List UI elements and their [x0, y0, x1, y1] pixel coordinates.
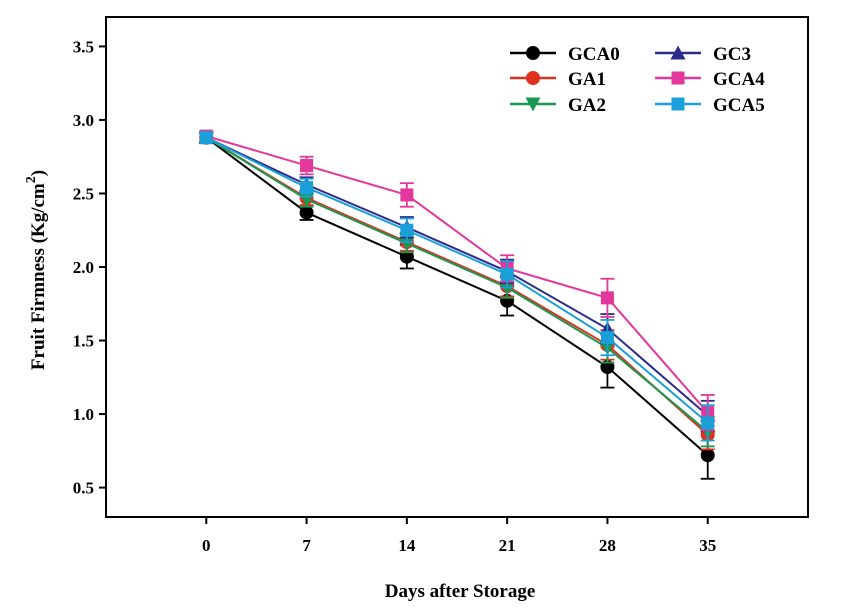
legend: GCA0 GA1 GA2 GC3 GCA4 GCA5	[510, 44, 765, 116]
legend-label: GCA4	[713, 69, 765, 90]
y-axis: 0.5 1.0 1.5 2.0 2.5 3.0 3.5	[73, 37, 106, 498]
plot-border	[105, 16, 809, 518]
legend-label: GCA5	[713, 95, 765, 116]
legend-label: GA2	[568, 95, 606, 116]
legend-marker	[525, 97, 541, 112]
data-point	[399, 236, 415, 251]
legend-item-ga2: GA2	[510, 95, 606, 116]
y-axis-title-close: )	[28, 170, 49, 176]
series-line	[205, 136, 709, 433]
y-axis-title: Fruit Firmness (Kg/cm2)	[24, 170, 49, 370]
y-tick-label: 1.0	[73, 405, 94, 424]
y-axis-title-main: Fruit Firmness (Kg/cm	[28, 183, 49, 370]
x-tick-label: 35	[699, 536, 716, 555]
x-tick-label: 21	[499, 536, 516, 555]
legend-marker	[670, 45, 686, 60]
y-tick-label: 3.5	[73, 37, 94, 56]
legend-item-gca5: GCA5	[655, 95, 765, 116]
legend-item-ga1: GA1	[510, 69, 606, 90]
x-tick-label: 0	[202, 536, 211, 555]
x-tick-label: 28	[599, 536, 616, 555]
legend-label: GC3	[713, 44, 751, 65]
legend-item-gca0: GCA0	[510, 44, 620, 65]
data-point	[701, 416, 715, 430]
series-ga1	[199, 130, 715, 451]
y-tick-label: 2.0	[73, 258, 94, 277]
legend-marker	[671, 71, 685, 85]
x-tick-label: 7	[302, 536, 311, 555]
legend-item-gca4: GCA4	[655, 69, 765, 90]
series-gca5	[199, 131, 715, 442]
legend-marker	[526, 71, 540, 85]
series-line	[206, 135, 709, 414]
data-point	[300, 181, 314, 195]
data-point	[400, 223, 414, 237]
data-point	[299, 205, 314, 220]
legend-marker	[526, 46, 540, 60]
x-tick-label: 14	[398, 536, 416, 555]
series-gca4	[199, 129, 715, 432]
legend-marker	[671, 97, 685, 111]
y-tick-label: 3.0	[73, 111, 94, 130]
legend-item-gc3: GC3	[655, 44, 751, 65]
series-line	[205, 136, 709, 436]
legend-label: GA1	[568, 69, 606, 90]
plot-frame	[105, 16, 809, 518]
y-tick-label: 1.5	[73, 332, 94, 351]
data-point	[700, 448, 715, 463]
series-line	[205, 136, 709, 456]
y-axis-title-superscript: 2	[24, 176, 39, 183]
data-point	[300, 159, 314, 173]
y-tick-label: 2.5	[73, 184, 94, 203]
x-axis-title: Days after Storage	[385, 581, 536, 602]
data-point	[500, 267, 514, 281]
series-line	[205, 136, 709, 424]
y-tick-label: 0.5	[73, 479, 94, 498]
data-point	[400, 188, 414, 202]
legend-label: GCA0	[568, 44, 620, 65]
series-layer	[198, 129, 716, 480]
x-axis: 0 7 14 21 28 35	[202, 517, 716, 555]
series-ga2	[198, 131, 716, 448]
series-gc3	[198, 130, 716, 432]
data-point	[600, 291, 614, 305]
data-point	[199, 131, 213, 145]
data-point	[600, 331, 614, 345]
series-line	[205, 136, 709, 417]
series-gca0	[199, 130, 715, 480]
